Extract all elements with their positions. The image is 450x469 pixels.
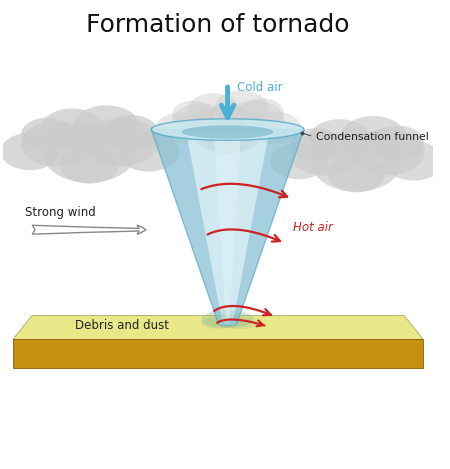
Ellipse shape xyxy=(220,318,259,329)
Ellipse shape xyxy=(84,118,159,166)
Ellipse shape xyxy=(201,317,235,329)
Ellipse shape xyxy=(214,91,269,125)
Ellipse shape xyxy=(216,310,239,318)
Ellipse shape xyxy=(201,310,254,328)
Ellipse shape xyxy=(182,125,274,139)
Ellipse shape xyxy=(223,101,285,140)
Text: Formation of tornado: Formation of tornado xyxy=(86,13,350,37)
Ellipse shape xyxy=(290,131,360,176)
Ellipse shape xyxy=(351,129,425,175)
Ellipse shape xyxy=(0,133,59,170)
Ellipse shape xyxy=(73,105,140,148)
Ellipse shape xyxy=(239,98,284,127)
Polygon shape xyxy=(13,316,423,340)
Text: Hot air: Hot air xyxy=(293,221,333,234)
Ellipse shape xyxy=(188,93,239,126)
Ellipse shape xyxy=(151,119,304,140)
Ellipse shape xyxy=(156,113,203,143)
Ellipse shape xyxy=(172,100,215,128)
Ellipse shape xyxy=(104,115,158,150)
Ellipse shape xyxy=(21,121,92,166)
Polygon shape xyxy=(214,129,241,323)
Text: Condensation funnel: Condensation funnel xyxy=(316,132,428,142)
Ellipse shape xyxy=(43,124,135,183)
Ellipse shape xyxy=(371,126,424,159)
Text: Cold air: Cold air xyxy=(237,81,283,94)
Ellipse shape xyxy=(309,119,370,158)
Ellipse shape xyxy=(190,106,265,153)
Ellipse shape xyxy=(328,156,385,192)
Ellipse shape xyxy=(40,108,104,149)
Ellipse shape xyxy=(311,134,401,191)
Text: Debris and dust: Debris and dust xyxy=(75,318,169,332)
Ellipse shape xyxy=(270,143,328,179)
Polygon shape xyxy=(151,129,222,323)
Text: Strong wind: Strong wind xyxy=(25,206,95,219)
Ellipse shape xyxy=(340,116,406,158)
Ellipse shape xyxy=(117,131,180,172)
Polygon shape xyxy=(151,129,304,323)
Polygon shape xyxy=(13,340,423,368)
Ellipse shape xyxy=(290,128,341,160)
Polygon shape xyxy=(233,129,304,323)
Ellipse shape xyxy=(250,112,301,144)
Ellipse shape xyxy=(204,124,252,154)
Ellipse shape xyxy=(60,146,119,183)
Ellipse shape xyxy=(172,103,230,140)
Ellipse shape xyxy=(217,320,238,325)
Ellipse shape xyxy=(21,118,73,151)
Ellipse shape xyxy=(383,142,445,181)
